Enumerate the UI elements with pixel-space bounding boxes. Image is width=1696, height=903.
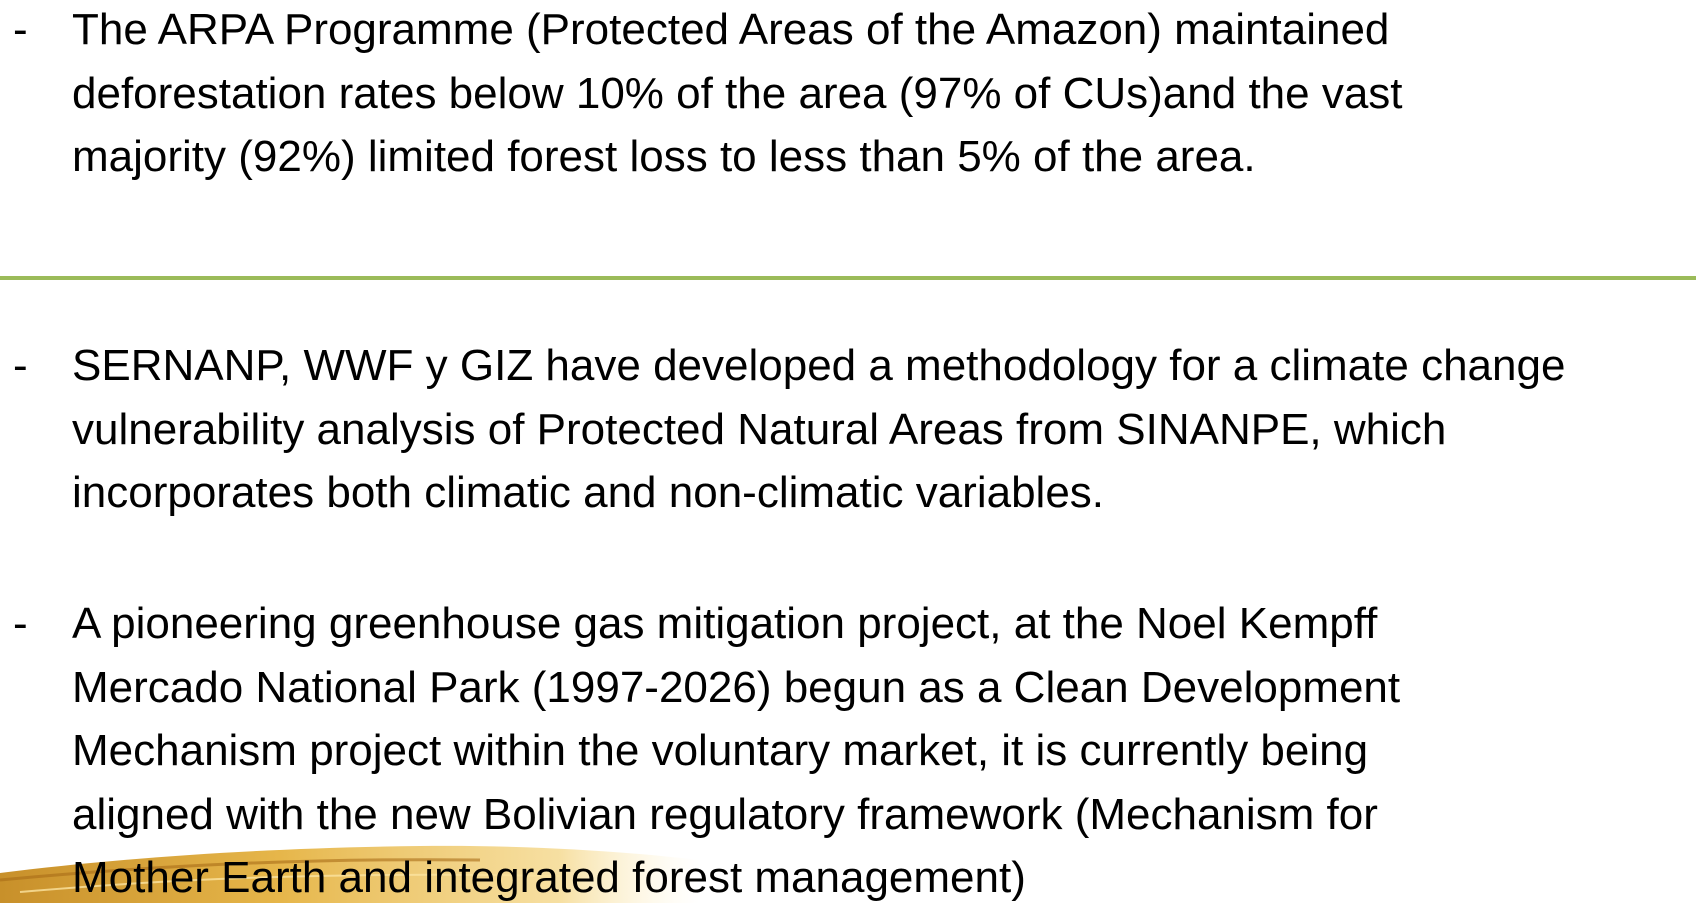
- bullet-marker: -: [13, 0, 28, 62]
- bullet-marker: -: [13, 592, 28, 656]
- bullet-text-line: A pioneering greenhouse gas mitigation p…: [72, 592, 1377, 656]
- bullet-text-line: Mercado National Park (1997-2026) begun …: [72, 656, 1400, 720]
- bullet-text-line: Mother Earth and integrated forest manag…: [72, 846, 1026, 903]
- bullet-text-line: SERNANP, WWF y GIZ have developed a meth…: [72, 334, 1565, 398]
- slide: -The ARPA Programme (Protected Areas of …: [0, 0, 1696, 903]
- bullet-marker: -: [13, 334, 28, 398]
- bullet-text-line: vulnerability analysis of Protected Natu…: [72, 398, 1446, 462]
- bullet-text-line: aligned with the new Bolivian regulatory…: [72, 783, 1378, 847]
- bullet-text-line: Mechanism project within the voluntary m…: [72, 719, 1368, 783]
- bullet-text-line: deforestation rates below 10% of the are…: [72, 62, 1403, 126]
- divider-rule: [0, 276, 1696, 280]
- bullet-text-line: The ARPA Programme (Protected Areas of t…: [72, 0, 1389, 62]
- bullet-text-line: incorporates both climatic and non-clima…: [72, 461, 1104, 525]
- bullet-text-line: majority (92%) limited forest loss to le…: [72, 125, 1256, 189]
